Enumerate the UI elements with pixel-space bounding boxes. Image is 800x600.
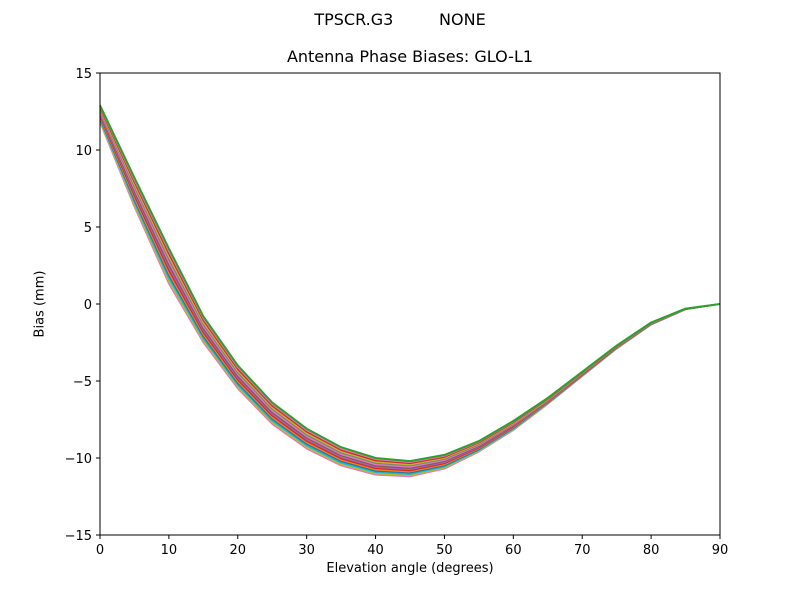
y-axis-ticks: −15 −10 −5 0 5 10 15 xyxy=(65,67,100,544)
data-series-line xyxy=(99,107,721,465)
x-tick-label: 90 xyxy=(712,543,729,558)
data-series-line xyxy=(99,104,721,463)
data-series-line xyxy=(99,106,721,464)
data-series-line xyxy=(99,115,721,472)
data-series-line xyxy=(99,110,721,467)
x-axis-ticks: 0 10 20 30 40 50 60 70 80 90 xyxy=(96,535,728,558)
data-series-group xyxy=(99,104,721,478)
y-tick-label: 5 xyxy=(84,221,92,236)
x-tick-label: 0 xyxy=(96,543,104,558)
data-series-line xyxy=(99,108,721,466)
x-tick-label: 40 xyxy=(367,543,384,558)
data-series-line xyxy=(99,111,721,468)
figure-suptitle: TPSCR.G3 NONE xyxy=(314,10,486,29)
x-tick-label: 10 xyxy=(161,543,178,558)
data-series-line xyxy=(99,114,721,471)
y-tick-label: −10 xyxy=(65,452,92,467)
data-series-line xyxy=(99,112,721,469)
x-tick-label: 20 xyxy=(230,543,247,558)
y-tick-label: 0 xyxy=(84,298,92,313)
x-tick-label: 80 xyxy=(643,543,660,558)
y-axis-label: Bias (mm) xyxy=(32,270,48,338)
y-tick-label: 15 xyxy=(75,67,92,82)
x-axis-label: Elevation angle (degrees) xyxy=(326,561,494,576)
x-tick-label: 70 xyxy=(574,543,591,558)
x-tick-label: 60 xyxy=(505,543,522,558)
y-tick-label: −15 xyxy=(65,529,92,544)
x-tick-label: 50 xyxy=(436,543,453,558)
y-tick-label: 10 xyxy=(75,144,92,159)
chart-title: Antenna Phase Biases: GLO-L1 xyxy=(286,47,534,66)
x-tick-label: 30 xyxy=(298,543,315,558)
y-tick-label: −5 xyxy=(73,375,92,390)
